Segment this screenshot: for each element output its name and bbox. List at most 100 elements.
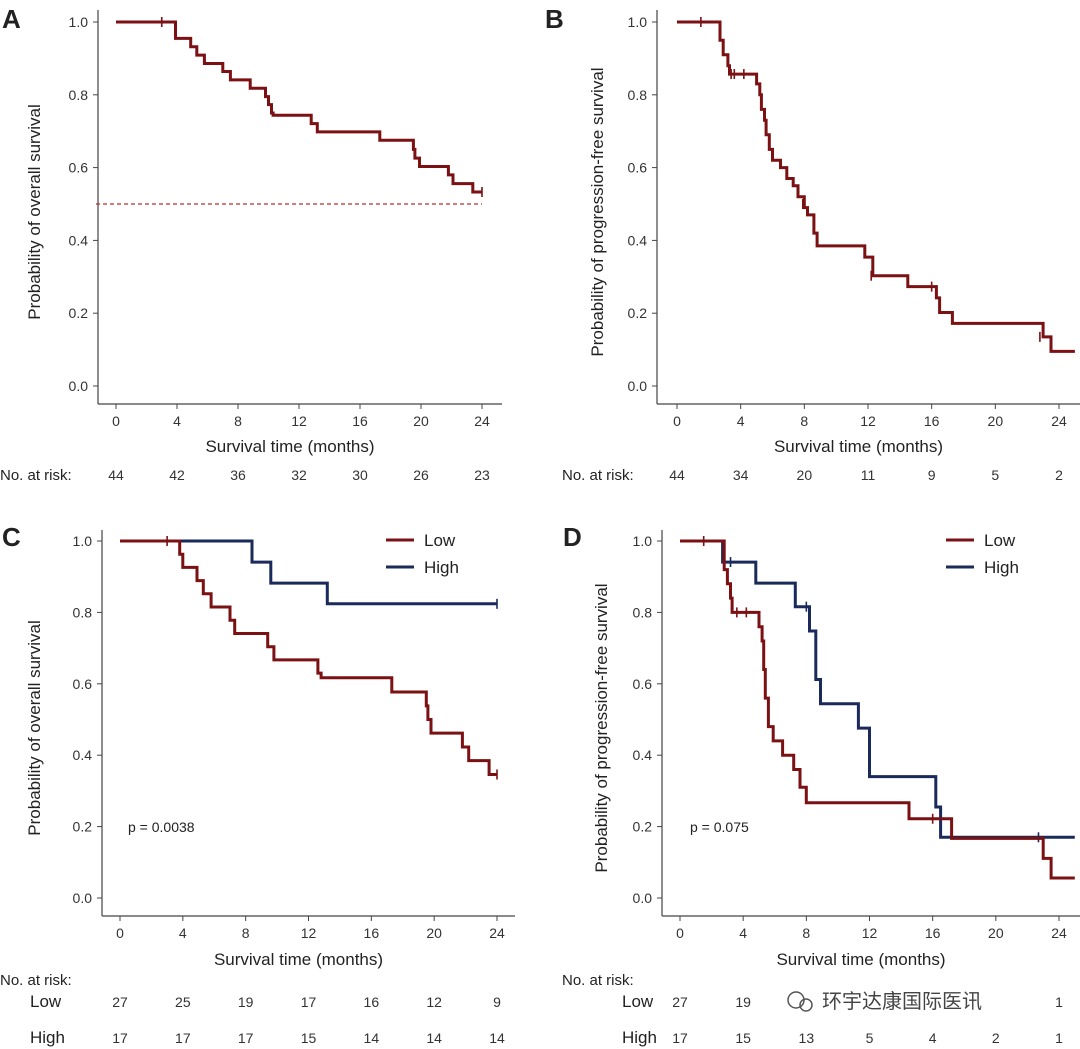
risk-value: 44 (669, 467, 685, 483)
risk-value: 20 (797, 467, 813, 483)
panel-a: A 0.0 0.2 0.4 0.6 0.8 1.0 0 4 8 12 16 20 24 Survival t… (0, 4, 502, 484)
x-tick-label: 24 (1051, 413, 1067, 429)
risk-value: 2 (992, 1030, 1000, 1046)
y-tick-label: 1.0 (73, 533, 93, 549)
x-tick-label: 4 (737, 413, 745, 429)
y-tick-label: 1.0 (69, 14, 89, 30)
risk-value: 14 (489, 1030, 505, 1046)
risk-value: 19 (238, 994, 254, 1010)
x-tick-label: 8 (802, 925, 810, 941)
risk-value: 16 (364, 994, 380, 1010)
x-tick-label: 12 (301, 925, 317, 941)
risk-value: 17 (238, 1030, 254, 1046)
x-tick-label: 8 (234, 413, 242, 429)
x-tick-label: 16 (924, 413, 940, 429)
risk-table-title: No. at risk: (562, 467, 634, 484)
x-tick-label: 8 (800, 413, 808, 429)
risk-value: 9 (493, 994, 501, 1010)
y-tick-label: 0.0 (628, 378, 648, 394)
risk-value: 9 (928, 467, 936, 483)
risk-value: 14 (426, 1030, 442, 1046)
x-axis-title: Survival time (months) (205, 437, 374, 456)
risk-value: 17 (301, 994, 317, 1010)
risk-value: 25 (175, 994, 191, 1010)
risk-value: 27 (672, 994, 688, 1010)
panel-letter: B (545, 4, 564, 34)
risk-value: 42 (169, 467, 185, 483)
watermark-text: 环宇达康国际医讯 (822, 990, 982, 1013)
risk-value: 34 (733, 467, 749, 483)
y-tick-label: 0.2 (628, 305, 648, 321)
x-axis-title: Survival time (months) (776, 950, 945, 969)
risk-value: 12 (426, 994, 442, 1010)
y-tick-label: 0.6 (73, 676, 93, 692)
survival-curve-low (680, 539, 1075, 880)
y-tick-label: 0.6 (69, 160, 89, 176)
x-tick-label: 0 (673, 413, 681, 429)
risk-value: 5 (866, 1030, 874, 1046)
panel-c: C 0.0 0.2 0.4 0.6 0.8 1.0 0 4 8 12 16 20 24 Survival t… (0, 522, 515, 1047)
y-tick-label: 0.4 (628, 232, 648, 248)
x-tick-label: 20 (988, 413, 1004, 429)
x-tick-label: 20 (426, 925, 442, 941)
risk-value: 32 (291, 467, 307, 483)
x-tick-label: 0 (676, 925, 684, 941)
risk-value: 26 (413, 467, 429, 483)
risk-value: 23 (474, 467, 490, 483)
risk-value: 15 (301, 1030, 317, 1046)
legend-label-low: Low (424, 531, 456, 550)
y-tick-label: 0.2 (69, 305, 89, 321)
y-tick-label: 0.0 (73, 890, 93, 906)
y-axis-title: Probability of overall survival (25, 620, 44, 835)
y-tick-label: 0.4 (633, 747, 653, 763)
risk-value: 44 (108, 467, 124, 483)
panel-letter: C (2, 522, 21, 552)
x-tick-label: 8 (242, 925, 250, 941)
risk-group-label-high: High (622, 1028, 657, 1047)
risk-value: 11 (861, 467, 876, 483)
y-axis-title: Probability of progression-free survival (592, 583, 611, 872)
y-tick-label: 1.0 (633, 533, 653, 549)
risk-value: 15 (735, 1030, 751, 1046)
y-tick-label: 0.8 (69, 87, 89, 103)
x-tick-label: 16 (925, 925, 941, 941)
risk-value: 17 (112, 1030, 128, 1046)
y-tick-label: 1.0 (628, 14, 648, 30)
risk-group-label-low: Low (30, 992, 62, 1011)
y-tick-label: 0.2 (73, 819, 93, 835)
x-tick-label: 4 (179, 925, 187, 941)
x-axis-title: Survival time (months) (774, 437, 943, 456)
x-tick-label: 4 (739, 925, 747, 941)
y-tick-label: 0.0 (633, 890, 653, 906)
x-tick-label: 4 (173, 413, 181, 429)
legend-label-low: Low (984, 531, 1016, 550)
risk-value: 30 (352, 467, 368, 483)
watermark: 环宇达康国际医讯 (787, 990, 982, 1013)
y-tick-label: 0.8 (628, 87, 648, 103)
x-tick-label: 12 (291, 413, 307, 429)
risk-value: 17 (175, 1030, 191, 1046)
risk-table-title: No. at risk: (0, 467, 72, 484)
risk-value: 5 (991, 467, 999, 483)
risk-value: 36 (230, 467, 246, 483)
x-tick-label: 24 (474, 413, 490, 429)
risk-group-label-low: Low (622, 992, 654, 1011)
p-value: p = 0.075 (690, 819, 749, 835)
risk-value: 19 (735, 994, 751, 1010)
panel-b: B 0.0 0.2 0.4 0.6 0.8 1.0 0 4 8 12 16 20 24 Survival t… (545, 4, 1080, 484)
y-tick-label: 0.6 (633, 676, 653, 692)
survival-curve-low (120, 539, 497, 776)
y-tick-label: 0.8 (633, 604, 653, 620)
y-axis-title: Probability of progression-free survival (588, 67, 607, 356)
x-tick-label: 12 (862, 925, 878, 941)
survival-curve-all (677, 20, 1075, 353)
survival-curve-high (680, 539, 1075, 839)
x-tick-label: 16 (352, 413, 368, 429)
x-tick-label: 12 (860, 413, 876, 429)
x-tick-label: 16 (364, 925, 380, 941)
y-tick-label: 0.8 (73, 604, 93, 620)
y-tick-label: 0.4 (69, 232, 89, 248)
risk-table-title: No. at risk: (562, 972, 634, 989)
panel-letter: D (563, 522, 582, 552)
